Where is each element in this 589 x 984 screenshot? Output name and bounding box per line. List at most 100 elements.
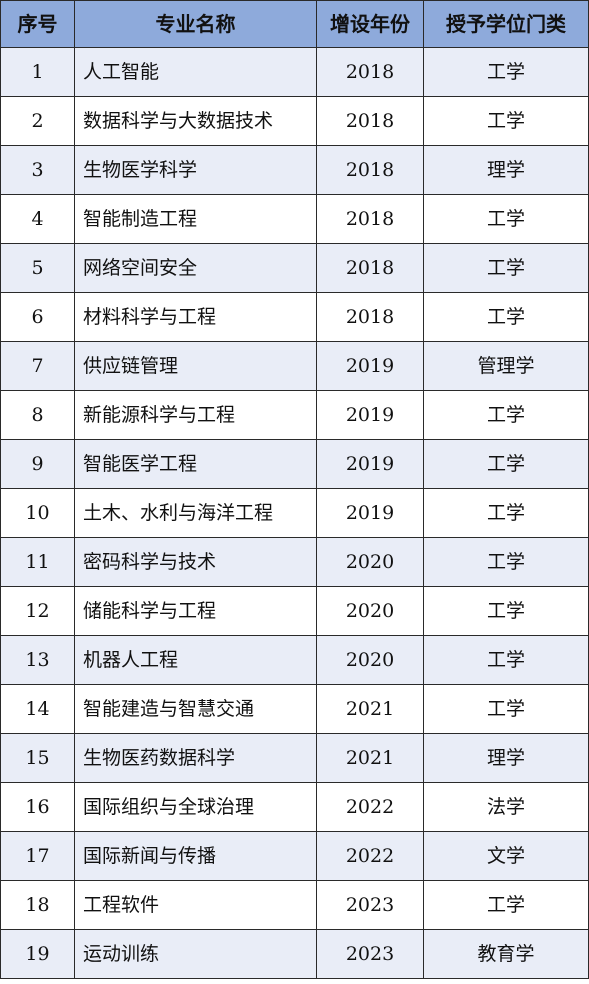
table-row: 8 新能源科学与工程 2019 工学: [0, 390, 589, 440]
table-row: 15 生物医药数据科学 2021 理学: [0, 733, 589, 783]
cell-major-name: 工程软件: [74, 880, 317, 930]
cell-year: 2018: [316, 243, 424, 293]
cell-no: 18: [0, 880, 75, 930]
cell-degree: 工学: [423, 488, 589, 538]
cell-year: 2020: [316, 537, 424, 587]
cell-degree: 工学: [423, 390, 589, 440]
cell-year: 2018: [316, 145, 424, 195]
cell-degree: 工学: [423, 439, 589, 489]
cell-year: 2019: [316, 390, 424, 440]
table-row: 17 国际新闻与传播 2022 文学: [0, 831, 589, 881]
cell-no: 17: [0, 831, 75, 881]
cell-degree: 工学: [423, 586, 589, 636]
header-cell-degree: 授予学位门类: [423, 0, 589, 48]
cell-no: 15: [0, 733, 75, 783]
cell-major-name: 生物医学科学: [74, 145, 317, 195]
cell-major-name: 国际组织与全球治理: [74, 782, 317, 832]
cell-degree: 工学: [423, 635, 589, 685]
cell-no: 16: [0, 782, 75, 832]
cell-no: 6: [0, 292, 75, 342]
table-row: 3 生物医学科学 2018 理学: [0, 145, 589, 195]
table-row: 13 机器人工程 2020 工学: [0, 635, 589, 685]
cell-no: 9: [0, 439, 75, 489]
cell-degree: 法学: [423, 782, 589, 832]
cell-degree: 文学: [423, 831, 589, 881]
table-row: 12 储能科学与工程 2020 工学: [0, 586, 589, 636]
table-header: 序号 专业名称 增设年份 授予学位门类: [0, 0, 589, 48]
cell-no: 13: [0, 635, 75, 685]
cell-no: 19: [0, 929, 75, 979]
cell-year: 2022: [316, 782, 424, 832]
cell-year: 2019: [316, 488, 424, 538]
cell-no: 8: [0, 390, 75, 440]
cell-year: 2019: [316, 341, 424, 391]
cell-major-name: 新能源科学与工程: [74, 390, 317, 440]
cell-major-name: 国际新闻与传播: [74, 831, 317, 881]
cell-year: 2023: [316, 880, 424, 930]
cell-no: 4: [0, 194, 75, 244]
cell-year: 2020: [316, 586, 424, 636]
cell-no: 5: [0, 243, 75, 293]
cell-major-name: 智能建造与智慧交通: [74, 684, 317, 734]
cell-degree: 理学: [423, 145, 589, 195]
cell-major-name: 数据科学与大数据技术: [74, 96, 317, 146]
cell-degree: 工学: [423, 684, 589, 734]
cell-year: 2021: [316, 684, 424, 734]
cell-major-name: 材料科学与工程: [74, 292, 317, 342]
table-row: 18 工程软件 2023 工学: [0, 880, 589, 930]
cell-year: 2019: [316, 439, 424, 489]
cell-major-name: 智能制造工程: [74, 194, 317, 244]
cell-year: 2020: [316, 635, 424, 685]
cell-major-name: 人工智能: [74, 47, 317, 97]
table-body: 1 人工智能 2018 工学 2 数据科学与大数据技术 2018 工学 3 生物医学科学 2018 理…: [0, 47, 589, 979]
table-row: 5 网络空间安全 2018 工学: [0, 243, 589, 293]
cell-year: 2022: [316, 831, 424, 881]
table-row: 10 土木、水利与海洋工程 2019 工学: [0, 488, 589, 538]
cell-no: 1: [0, 47, 75, 97]
cell-degree: 工学: [423, 96, 589, 146]
cell-no: 3: [0, 145, 75, 195]
cell-degree: 工学: [423, 194, 589, 244]
cell-no: 14: [0, 684, 75, 734]
cell-year: 2018: [316, 292, 424, 342]
table-row: 1 人工智能 2018 工学: [0, 47, 589, 97]
table-row: 11 密码科学与技术 2020 工学: [0, 537, 589, 587]
cell-major-name: 储能科学与工程: [74, 586, 317, 636]
cell-degree: 理学: [423, 733, 589, 783]
cell-no: 11: [0, 537, 75, 587]
cell-major-name: 机器人工程: [74, 635, 317, 685]
header-row: 序号 专业名称 增设年份 授予学位门类: [0, 0, 589, 48]
cell-no: 2: [0, 96, 75, 146]
cell-no: 10: [0, 488, 75, 538]
table-row: 7 供应链管理 2019 管理学: [0, 341, 589, 391]
cell-degree: 工学: [423, 292, 589, 342]
cell-major-name: 密码科学与技术: [74, 537, 317, 587]
cell-no: 12: [0, 586, 75, 636]
cell-major-name: 土木、水利与海洋工程: [74, 488, 317, 538]
cell-year: 2018: [316, 96, 424, 146]
cell-degree: 管理学: [423, 341, 589, 391]
cell-degree: 教育学: [423, 929, 589, 979]
cell-major-name: 供应链管理: [74, 341, 317, 391]
table-row: 6 材料科学与工程 2018 工学: [0, 292, 589, 342]
cell-year: 2021: [316, 733, 424, 783]
table-row: 4 智能制造工程 2018 工学: [0, 194, 589, 244]
table-row: 19 运动训练 2023 教育学: [0, 929, 589, 979]
cell-degree: 工学: [423, 880, 589, 930]
header-cell-name: 专业名称: [74, 0, 317, 48]
table-row: 9 智能医学工程 2019 工学: [0, 439, 589, 489]
cell-year: 2023: [316, 929, 424, 979]
cell-major-name: 生物医药数据科学: [74, 733, 317, 783]
table-row: 16 国际组织与全球治理 2022 法学: [0, 782, 589, 832]
cell-no: 7: [0, 341, 75, 391]
cell-degree: 工学: [423, 47, 589, 97]
cell-year: 2018: [316, 194, 424, 244]
header-cell-year: 增设年份: [316, 0, 424, 48]
cell-major-name: 智能医学工程: [74, 439, 317, 489]
header-cell-no: 序号: [0, 0, 75, 48]
table-row: 14 智能建造与智慧交通 2021 工学: [0, 684, 589, 734]
cell-degree: 工学: [423, 243, 589, 293]
cell-degree: 工学: [423, 537, 589, 587]
cell-major-name: 网络空间安全: [74, 243, 317, 293]
